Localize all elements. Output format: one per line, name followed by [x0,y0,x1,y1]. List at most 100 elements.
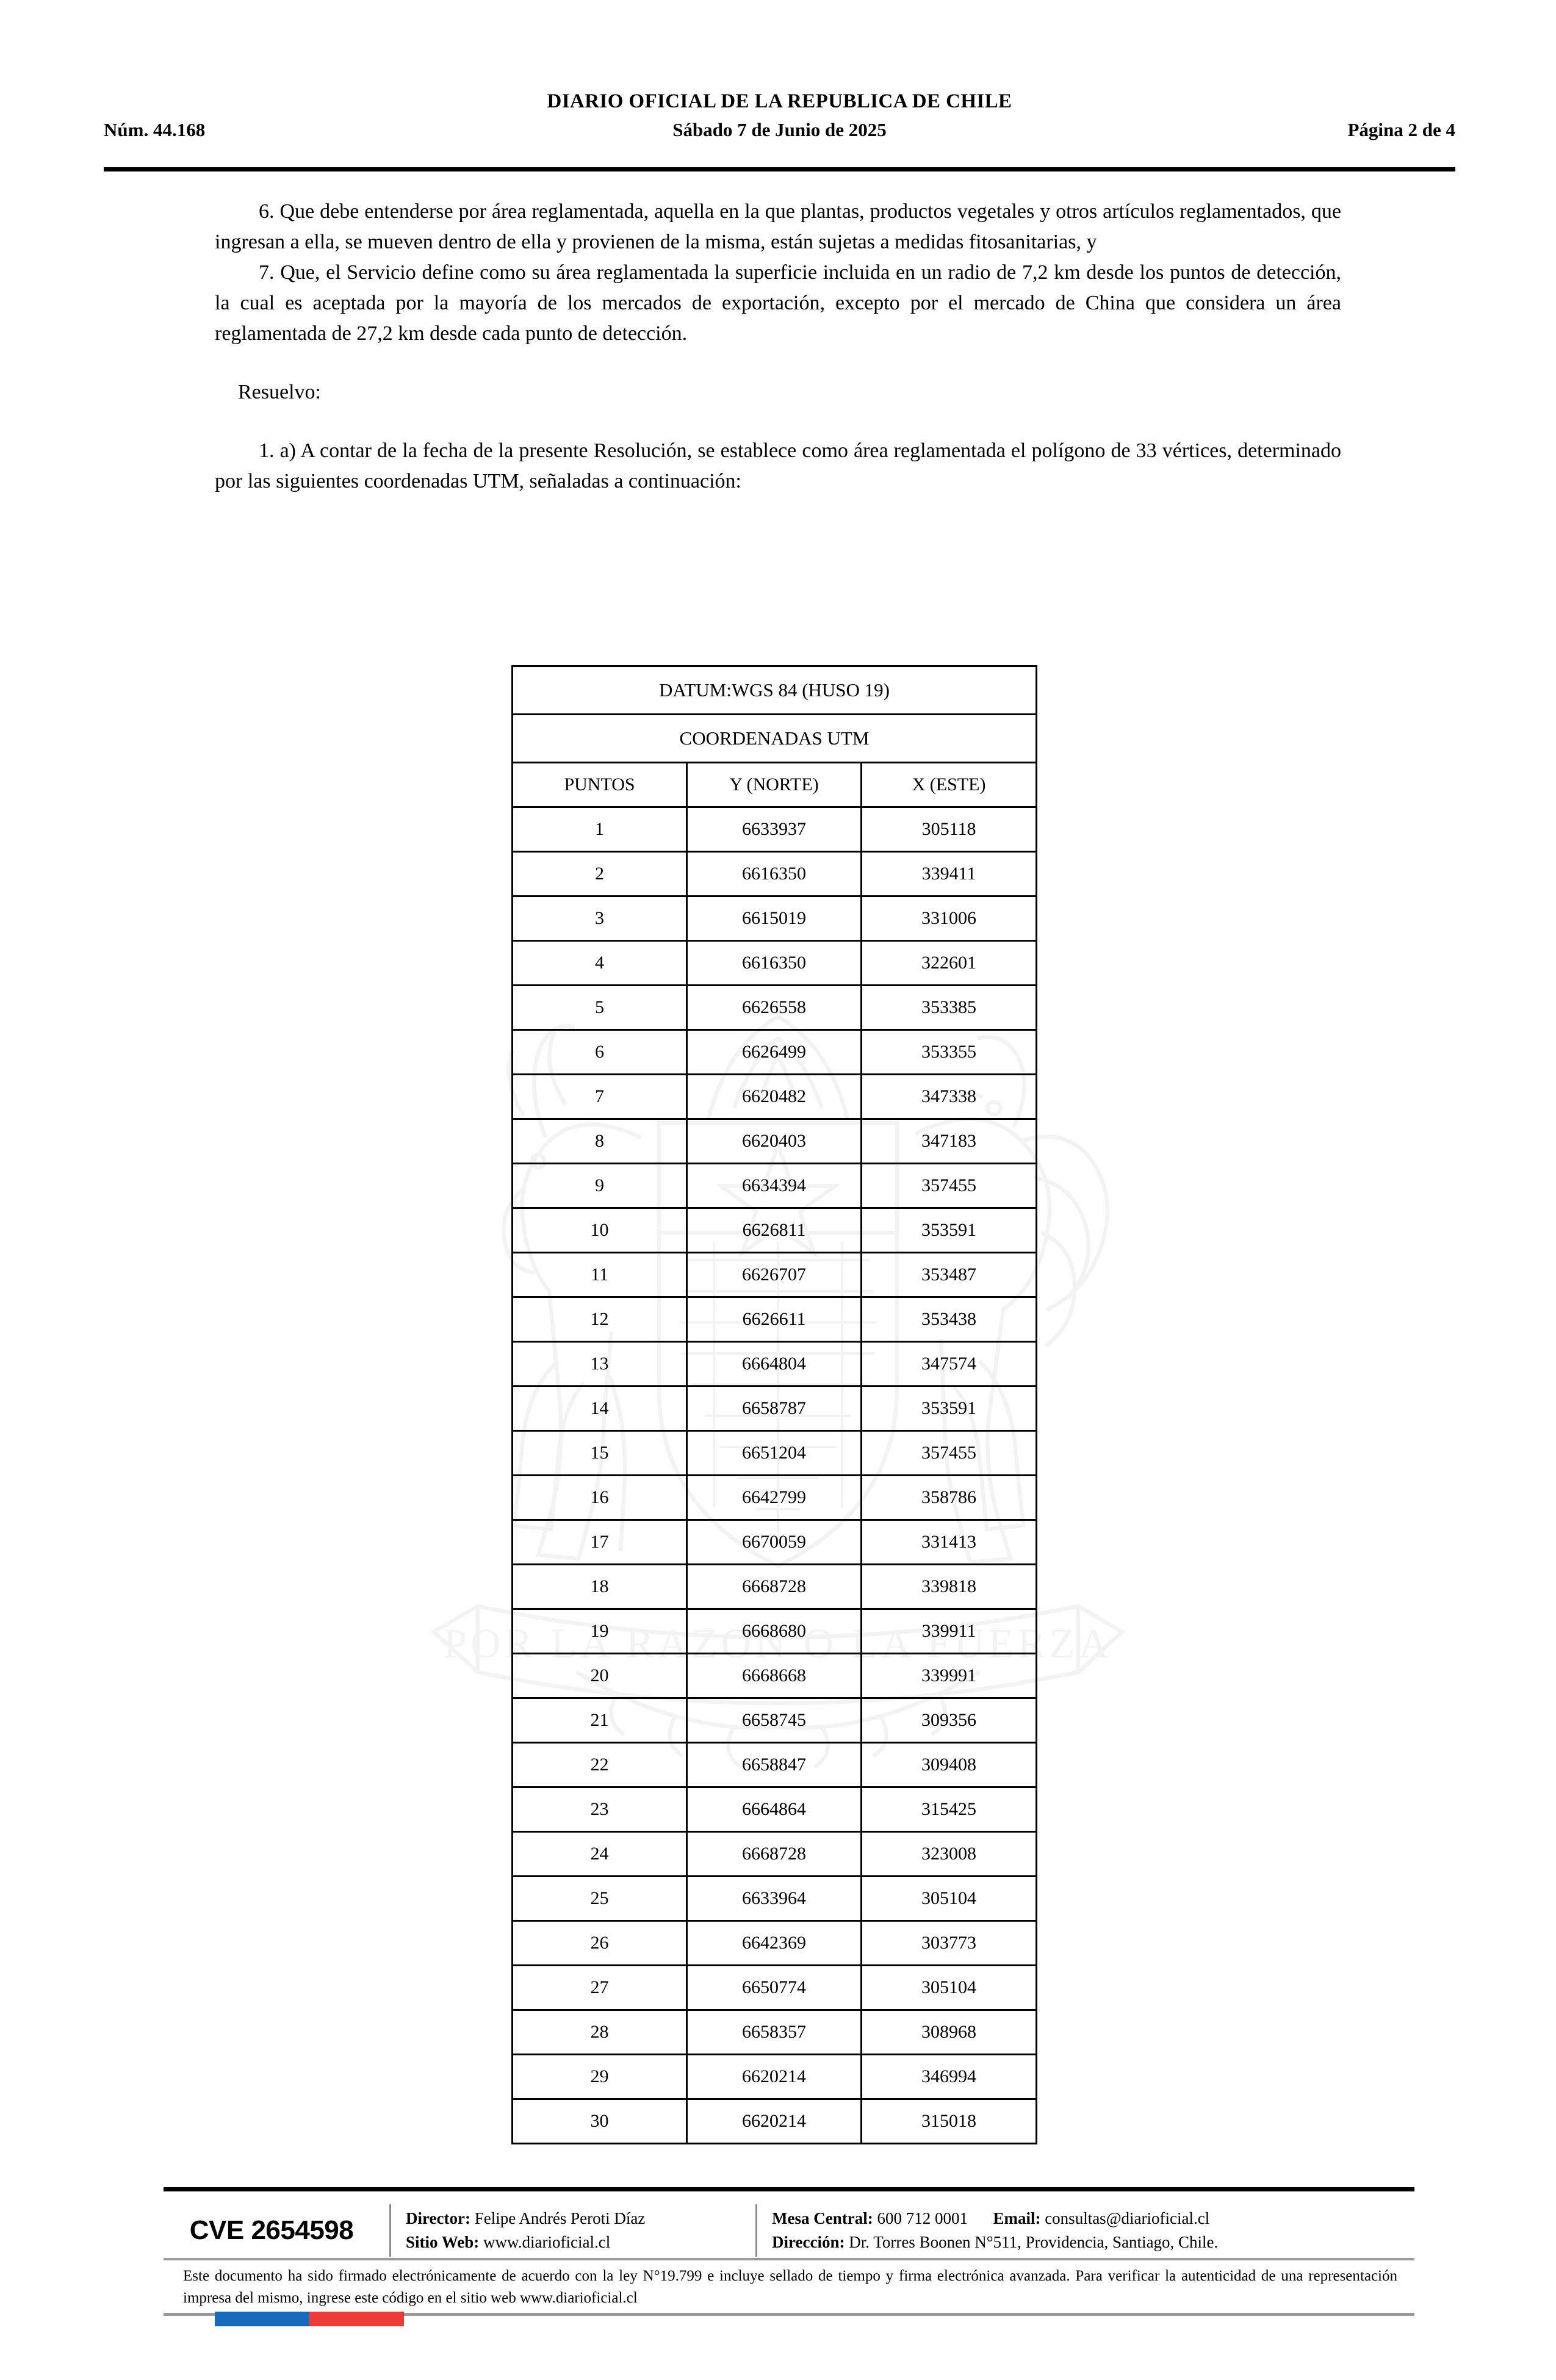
electronic-signature-note: Este documento ha sido firmado electróni… [183,2268,1397,2306]
cell-x-este: 309408 [860,1742,1037,1788]
cell-punto: 5 [511,984,688,1031]
cell-punto: 11 [511,1252,688,1298]
cell-x-este: 339411 [860,851,1037,897]
table-row: 18 6668728 339818 [511,1563,1037,1610]
table-row: 3 6615019 331006 [511,895,1037,942]
cell-punto: 16 [511,1474,688,1521]
cell-y-norte: 6626499 [686,1029,863,1075]
cell-punto: 12 [511,1296,688,1343]
table-row: 10 6626811 353591 [511,1207,1037,1253]
flag-blue-segment [215,2312,309,2326]
cell-x-este: 339818 [860,1563,1037,1610]
cell-y-norte: 6616350 [686,851,863,897]
table-row: 1 6633937 305118 [511,806,1037,853]
cell-punto: 17 [511,1519,688,1565]
table-row-columns: PUNTOS Y (NORTE) X (ESTE) [511,762,1037,808]
cell-punto: 19 [511,1608,688,1654]
cell-y-norte: 6658787 [686,1385,863,1432]
cell-y-norte: 6668668 [686,1653,863,1699]
cell-y-norte: 6633964 [686,1875,863,1922]
cell-x-este: 308968 [860,2009,1037,2055]
header-divider-rule [104,167,1455,171]
paragraph-6: 6. Que debe entenderse por área reglamen… [215,200,1341,253]
chile-flag-bar [215,2312,404,2326]
cell-y-norte: 6658847 [686,1742,863,1788]
cell-x-este: 305118 [860,806,1037,853]
cell-y-norte: 6620482 [686,1073,863,1120]
cell-y-norte: 6668680 [686,1608,863,1654]
footer-middle-rule [164,2258,1414,2260]
cell-x-este: 353591 [860,1385,1037,1432]
document-body: 6. Que debe entenderse por área reglamen… [215,197,1341,497]
footer-address-line: Dirección: Dr. Torres Boonen N°511, Prov… [772,2230,1414,2254]
cell-x-este: 347338 [860,1073,1037,1120]
table-row: 16 6642799 358786 [511,1474,1037,1521]
cell-x-este: 322601 [860,940,1037,986]
cell-x-este: 303773 [860,1920,1037,1966]
footer-director-column: Director: Felipe Andrés Peroti Díaz Siti… [389,2204,755,2257]
address-value: Dr. Torres Boonen N°511, Providencia, Sa… [849,2233,1219,2251]
cell-y-norte: 6626707 [686,1252,863,1298]
table-row: 29 6620214 346994 [511,2054,1037,2100]
table-row: 15 6651204 357455 [511,1430,1037,1476]
cell-punto: 29 [511,2054,688,2100]
cell-y-norte: 6620214 [686,2098,863,2144]
table-row: 14 6658787 353591 [511,1385,1037,1432]
cell-x-este: 305104 [860,1875,1037,1922]
cell-punto: 8 [511,1118,688,1164]
resuelvo-heading: Resuelvo: [238,381,321,403]
page-header: DIARIO OFICIAL DE LA REPUBLICA DE CHILE … [104,90,1455,143]
cell-x-este: 339991 [860,1653,1037,1699]
footer-phone-email-line: Mesa Central: 600 712 0001 Email: consul… [772,2207,1414,2230]
cell-y-norte: 6650774 [686,1964,863,2011]
table-row: 23 6664864 315425 [511,1786,1037,1833]
cell-x-este: 353385 [860,984,1037,1031]
cell-punto: 18 [511,1563,688,1610]
cve-code: CVE 2654598 [189,2215,354,2245]
table-row: 21 6658745 309356 [511,1697,1037,1744]
table-row: 27 6650774 305104 [511,1964,1037,2011]
cell-punto: 3 [511,895,688,942]
cell-x-este: 357455 [860,1163,1037,1209]
cell-y-norte: 6642799 [686,1474,863,1521]
cell-x-este: 309356 [860,1697,1037,1744]
cell-y-norte: 6670059 [686,1519,863,1565]
cell-x-este: 331413 [860,1519,1037,1565]
column-header-x-este: X (ESTE) [860,762,1037,808]
cell-y-norte: 6634394 [686,1163,863,1209]
footer-bottom-rule [164,2313,1414,2316]
cell-punto: 1 [511,806,688,853]
table-row: 30 6620214 315018 [511,2098,1037,2144]
cell-punto: 6 [511,1029,688,1075]
cell-x-este: 331006 [860,895,1037,942]
table-row: 9 6634394 357455 [511,1163,1037,1209]
page-number: Página 2 de 4 [1347,118,1455,140]
column-header-y-norte: Y (NORTE) [686,762,863,808]
table-row: 26 6642369 303773 [511,1920,1037,1966]
cell-x-este: 347574 [860,1341,1037,1387]
site-url[interactable]: www.diarioficial.cl [483,2233,611,2251]
cell-x-este: 305104 [860,1964,1037,2011]
email-address[interactable]: consultas@diarioficial.cl [1045,2209,1210,2227]
cell-y-norte: 6615019 [686,895,863,942]
address-label: Dirección: [772,2233,845,2251]
cell-y-norte: 6668728 [686,1831,863,1877]
paragraph-1a: 1. a) A contar de la fecha de la present… [215,439,1341,492]
table-row: 7 6620482 347338 [511,1073,1037,1120]
cell-x-este: 353487 [860,1252,1037,1298]
cell-y-norte: 6658745 [686,1697,863,1744]
table-row-subtitle: COORDENADAS UTM [511,713,1037,763]
cell-y-norte: 6626558 [686,984,863,1031]
footer-contact-column: Mesa Central: 600 712 0001 Email: consul… [755,2204,1414,2257]
table-row: 25 6633964 305104 [511,1875,1037,1922]
cell-x-este: 353438 [860,1296,1037,1343]
table-row: 2 6616350 339411 [511,851,1037,897]
cell-punto: 24 [511,1831,688,1877]
cell-punto: 23 [511,1786,688,1833]
table-row: 5 6626558 353385 [511,984,1037,1031]
header-meta-row: Núm. 44.168 Sábado 7 de Junio de 2025 Pá… [104,119,1455,143]
table-row: 22 6658847 309408 [511,1742,1037,1788]
cell-punto: 28 [511,2009,688,2055]
table-row: 8 6620403 347183 [511,1118,1037,1164]
cell-punto: 15 [511,1430,688,1476]
